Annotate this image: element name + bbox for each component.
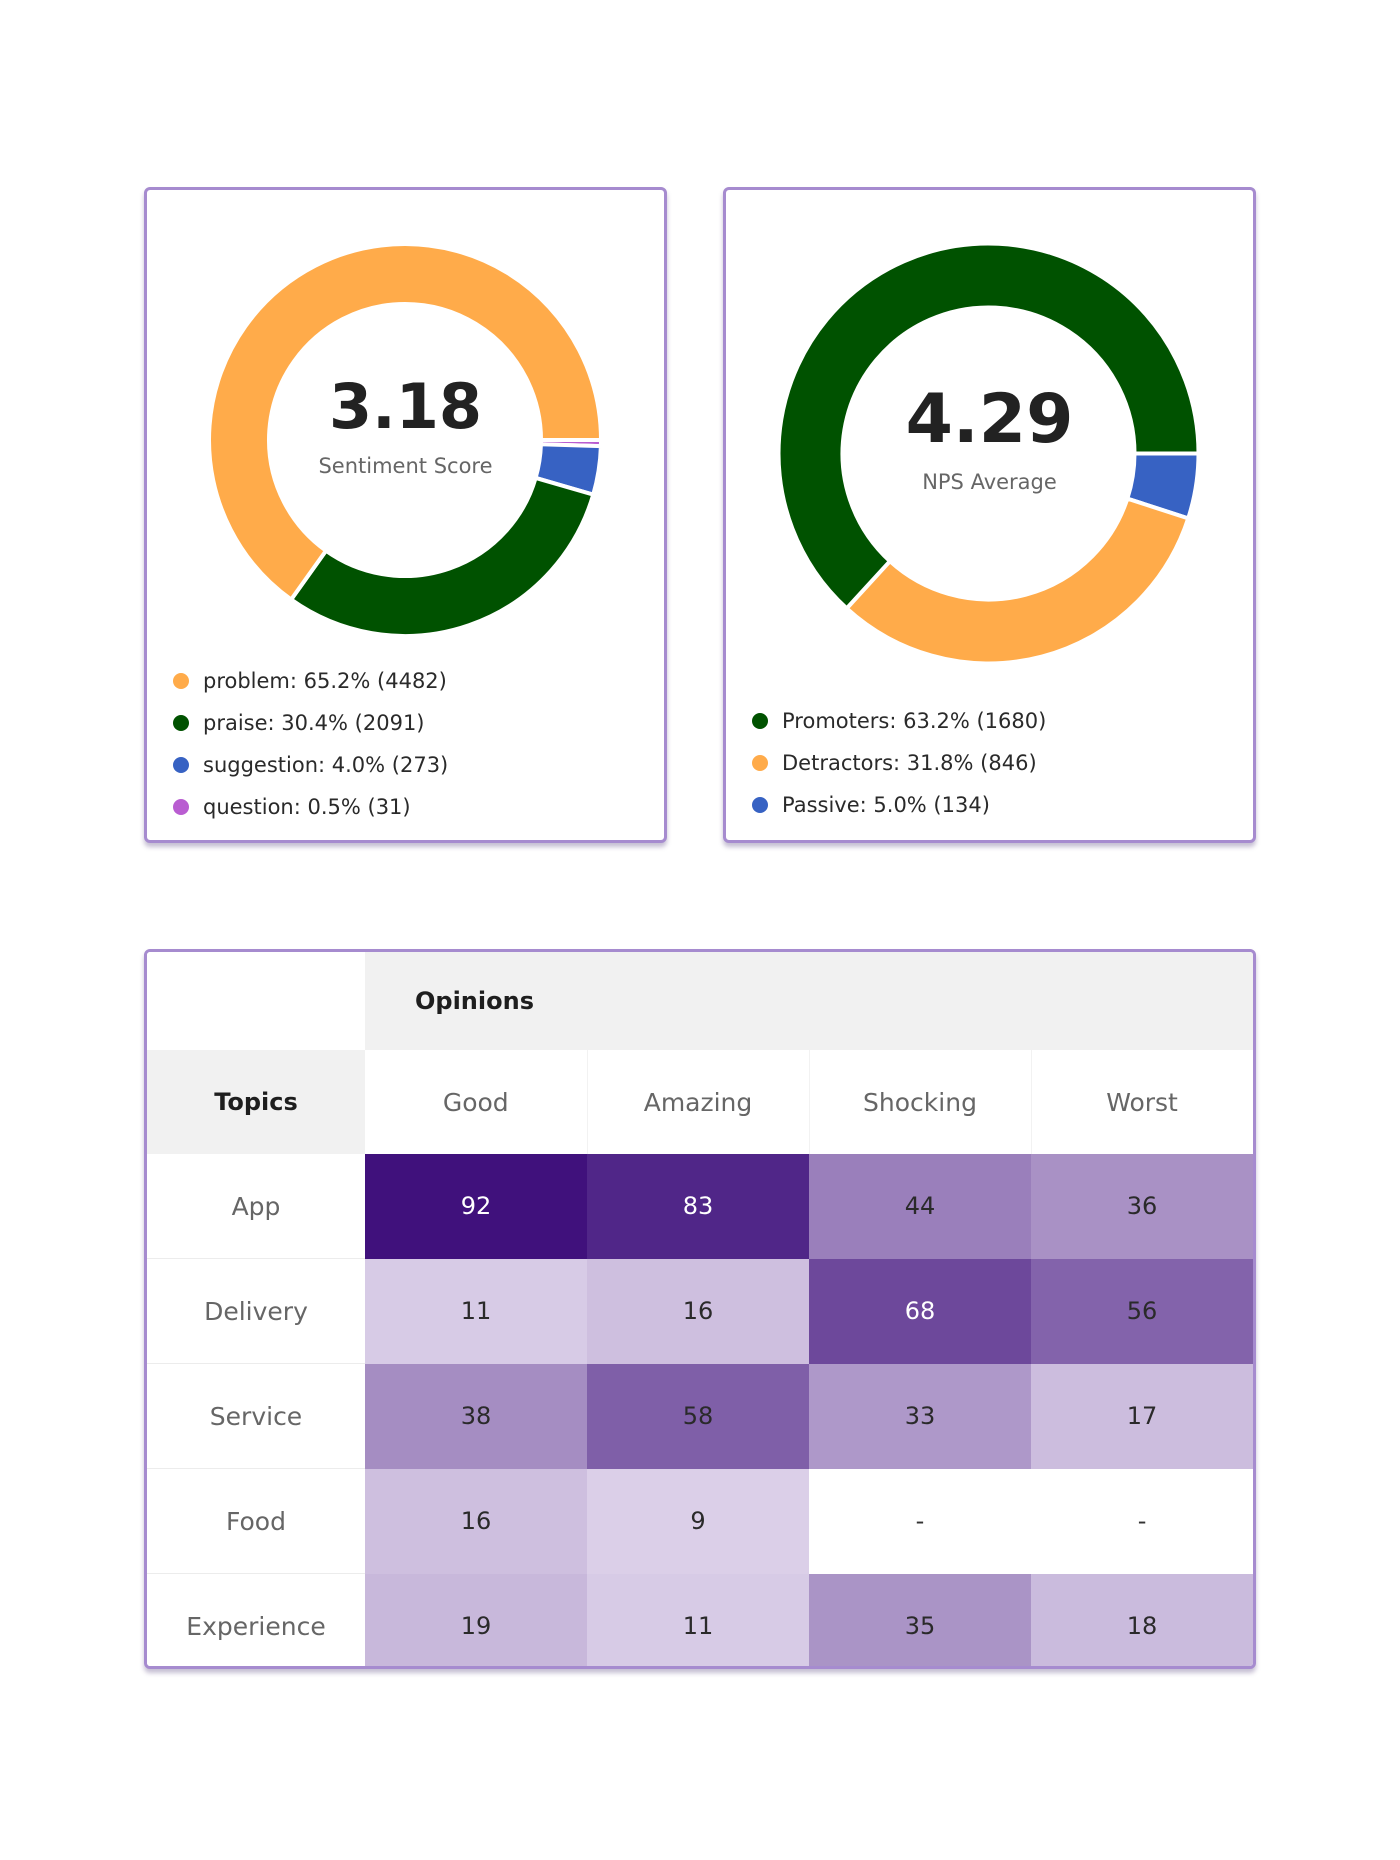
sentiment-score-label: Sentiment Score xyxy=(318,454,493,478)
nps-legend-item: Detractors: 31.8% (846) xyxy=(752,742,1046,784)
sentiment-legend-item: question: 0.5% (31) xyxy=(173,786,448,828)
nps-legend-text: Promoters: 63.2% (1680) xyxy=(782,709,1047,733)
heatmap-cell: 16 xyxy=(587,1258,809,1364)
nps-legend-swatch xyxy=(752,797,768,813)
nps-legend-text: Passive: 5.0% (134) xyxy=(782,793,990,817)
heatmap-cell: 11 xyxy=(587,1573,809,1666)
sentiment-legend-swatch xyxy=(173,715,189,731)
heatmap-cell: 11 xyxy=(365,1258,587,1364)
topics-header: Topics xyxy=(147,1050,365,1154)
heatmap-cell: 17 xyxy=(1031,1363,1253,1469)
sentiment-legend-swatch xyxy=(173,673,189,689)
heatmap-cell: 18 xyxy=(1031,1573,1253,1666)
heatmap-cell: 58 xyxy=(587,1363,809,1469)
heatmap-cell: - xyxy=(809,1468,1031,1574)
column-header-shocking: Shocking xyxy=(809,1050,1032,1154)
sentiment-legend-item: problem: 65.2% (4482) xyxy=(173,660,448,702)
opinions-heatmap: Opinions Topics Good Amazing Shocking Worst… xyxy=(147,952,1253,1666)
row-header-food: Food xyxy=(147,1468,365,1574)
heatmap-cell: 56 xyxy=(1031,1258,1253,1364)
column-header-worst: Worst xyxy=(1031,1050,1253,1154)
nps-donut xyxy=(777,242,1200,665)
heatmap-cell: 16 xyxy=(365,1468,587,1574)
heatmap-cell: 38 xyxy=(365,1363,587,1469)
heatmap-cell: 92 xyxy=(365,1154,587,1259)
table-row: Experience 19 11 35 18 xyxy=(147,1573,1253,1666)
column-header-amazing: Amazing xyxy=(587,1050,810,1154)
row-header-delivery: Delivery xyxy=(147,1258,365,1364)
nps-average-label: NPS Average xyxy=(922,470,1057,494)
nps-card: 4.29 NPS Average Promoters: 63.2% (1680)… xyxy=(723,187,1256,843)
nps-average-value: 4.29 xyxy=(905,380,1074,459)
sentiment-legend-text: praise: 30.4% (2091) xyxy=(203,711,425,735)
row-header-service: Service xyxy=(147,1363,365,1469)
sentiment-donut xyxy=(207,242,603,638)
heatmap-cell: 19 xyxy=(365,1573,587,1666)
nps-legend-item: Promoters: 63.2% (1680) xyxy=(752,700,1046,742)
sentiment-legend-text: question: 0.5% (31) xyxy=(203,795,411,819)
heatmap-cell: 83 xyxy=(587,1154,809,1259)
row-header-experience: Experience xyxy=(147,1573,365,1666)
sentiment-legend-item: praise: 30.4% (2091) xyxy=(173,702,448,744)
sentiment-legend-item: suggestion: 4.0% (273) xyxy=(173,744,448,786)
sentiment-score-value: 3.18 xyxy=(329,370,482,443)
table-row: Service 38 58 33 17 xyxy=(147,1363,1253,1469)
table-row: App 92 83 44 36 xyxy=(147,1154,1253,1259)
table-row: Food 16 9- - xyxy=(147,1468,1253,1574)
sentiment-legend: problem: 65.2% (4482) praise: 30.4% (2091… xyxy=(173,660,448,828)
opinions-heatmap-card: Opinions Topics Good Amazing Shocking Worst… xyxy=(144,949,1256,1669)
column-header-good: Good xyxy=(365,1050,588,1154)
heatmap-cell: 35 xyxy=(809,1573,1031,1666)
heatmap-cell: 9 xyxy=(587,1468,809,1574)
heatmap-cell: - xyxy=(1031,1468,1253,1574)
sentiment-legend-swatch xyxy=(173,757,189,773)
corner-cell xyxy=(147,952,365,1050)
sentiment-slice-problem xyxy=(207,242,603,603)
nps-legend: Promoters: 63.2% (1680) Detractors: 31.8%… xyxy=(752,700,1046,826)
sentiment-legend-swatch xyxy=(173,799,189,815)
opinions-header: Opinions xyxy=(365,952,1253,1050)
nps-legend-swatch xyxy=(752,755,768,771)
nps-slice-detractors xyxy=(843,496,1191,665)
heatmap-cell: 33 xyxy=(809,1363,1031,1469)
nps-legend-swatch xyxy=(752,713,768,729)
sentiment-legend-text: problem: 65.2% (4482) xyxy=(203,669,447,693)
heatmap-cell: 44 xyxy=(809,1154,1031,1259)
sentiment-slice-praise xyxy=(288,475,596,638)
nps-legend-text: Detractors: 31.8% (846) xyxy=(782,751,1037,775)
heatmap-cell: 68 xyxy=(809,1258,1031,1364)
nps-slice-promoters xyxy=(777,242,1200,612)
sentiment-legend-text: suggestion: 4.0% (273) xyxy=(203,753,449,777)
row-header-app: App xyxy=(147,1154,365,1259)
nps-legend-item: Passive: 5.0% (134) xyxy=(752,784,1046,826)
heatmap-cell: 36 xyxy=(1031,1154,1253,1259)
sentiment-card: 3.18 Sentiment Score problem: 65.2% (448… xyxy=(144,187,667,843)
table-row: Delivery 11 16 68 56 xyxy=(147,1258,1253,1364)
